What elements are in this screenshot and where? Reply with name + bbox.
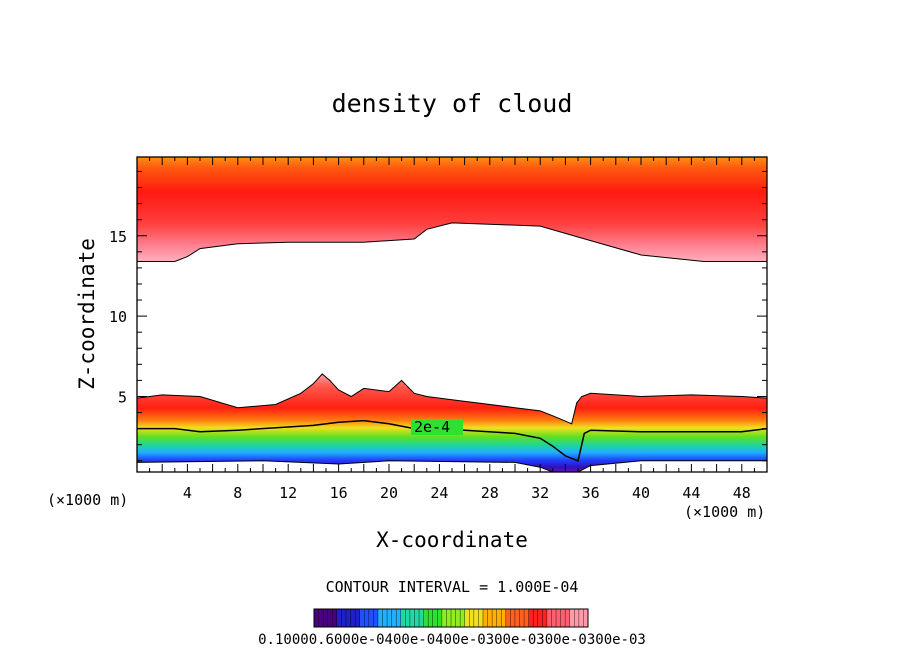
contour-line-2e-4 <box>137 419 767 462</box>
colorbar-swatch <box>391 609 397 627</box>
contour-label: 2e-4 <box>414 418 450 436</box>
contour-interval-text: CONTOUR INTERVAL = 1.000E-04 <box>326 578 579 596</box>
x-tick-label: 32 <box>531 484 549 502</box>
contour-label-bg <box>411 419 463 435</box>
colorbar-swatch <box>318 609 324 627</box>
colorbar-swatch <box>446 609 452 627</box>
y-axis-label: Z-coordinate <box>75 238 99 390</box>
x-axis-ticks: 4 8 12 16 20 24 28 32 36 40 44 48 <box>149 157 755 502</box>
colorbar-swatch <box>409 609 415 627</box>
y-tick-label: 15 <box>109 228 127 246</box>
colorbar-swatch <box>551 609 557 627</box>
colorbar-swatch <box>578 609 584 627</box>
colorbar-swatch <box>387 609 393 627</box>
x-unit-right: (×1000 m) <box>684 503 765 521</box>
x-tick-label: 28 <box>481 484 499 502</box>
colorbar-swatch <box>533 609 539 627</box>
y-tick-label: 10 <box>109 308 127 326</box>
colorbar-swatch <box>492 609 498 627</box>
lower-cloud-edge-contour <box>137 373 767 425</box>
colorbar-swatch <box>455 609 461 627</box>
colorbar-swatch <box>528 609 534 627</box>
x-tick-label: 40 <box>632 484 650 502</box>
colorbar-swatch <box>405 609 411 627</box>
colorbar-swatch <box>469 609 475 627</box>
colorbar-swatch <box>345 609 352 627</box>
x-tick-label: 4 <box>183 484 192 502</box>
colorbar-swatch <box>396 609 402 627</box>
colorbar-swatch <box>542 609 548 627</box>
x-axis-label: X-coordinate <box>376 528 528 552</box>
colorbar-swatch <box>355 609 361 627</box>
x-tick-label: 44 <box>682 484 700 502</box>
upper-cloud-layer <box>137 157 767 262</box>
x-tick-label: 12 <box>279 484 297 502</box>
colorbar-swatch <box>359 609 365 627</box>
colorbar-swatch <box>556 609 562 627</box>
colorbar-swatch <box>519 609 525 627</box>
colorbar-swatch <box>574 609 580 627</box>
colorbar-swatch <box>514 609 520 627</box>
colorbar-frame <box>313 608 589 628</box>
x-tick-label: 36 <box>582 484 600 502</box>
colorbar-swatch <box>478 609 484 627</box>
x-tick-label: 8 <box>233 484 242 502</box>
colorbar-swatch <box>341 609 347 627</box>
colorbar-swatch <box>437 609 443 627</box>
colorbar-swatch <box>332 609 338 627</box>
colorbar-swatch <box>505 609 511 627</box>
colorbar-swatch <box>524 609 530 627</box>
colorbar-swatch <box>423 609 429 627</box>
colorbar-swatch <box>460 609 466 627</box>
upper-cloud-edge-contour <box>137 222 767 262</box>
y-tick-label: 5 <box>118 388 127 406</box>
chart-title: density of cloud <box>332 89 573 118</box>
x-tick-label: 48 <box>733 484 751 502</box>
colorbar-swatch <box>451 609 457 627</box>
colorbar-swatch <box>510 609 516 627</box>
colorbar-swatch <box>419 609 425 627</box>
colorbar-swatch <box>546 609 552 627</box>
colorbar-swatch <box>323 609 329 627</box>
colorbar-swatch <box>482 609 489 627</box>
colorbar-swatch <box>350 609 356 627</box>
colorbar-swatch <box>537 609 543 627</box>
x-tick-label: 24 <box>430 484 448 502</box>
colorbar-swatch <box>373 609 379 627</box>
x-tick-label: 16 <box>330 484 348 502</box>
colorbar-swatch <box>414 609 420 627</box>
plot-area: 2e-4 <box>137 157 767 472</box>
colorbar-swatch <box>428 609 434 627</box>
colorbar-swatch <box>560 609 566 627</box>
colorbar-swatch <box>400 609 406 627</box>
colorbar-swatch <box>382 609 388 627</box>
colorbar-swatch <box>464 609 470 627</box>
colorbar-swatch <box>441 609 447 627</box>
colorbar-swatch <box>473 609 479 627</box>
colorbar-swatch <box>583 609 589 627</box>
colorbar-swatch <box>368 609 374 627</box>
colorbar <box>313 609 589 627</box>
colorbar-swatch <box>364 609 370 627</box>
colorbar-swatch <box>501 609 507 627</box>
colorbar-swatch <box>432 609 438 627</box>
colorbar-swatch <box>565 609 571 627</box>
colorbar-swatch <box>496 609 502 627</box>
colorbar-swatch <box>487 609 493 627</box>
colorbar-swatch <box>336 609 342 627</box>
colorbar-labels: 0.10000.6000e-0400e-0400e-0300e-0300e-03… <box>258 632 646 648</box>
y-axis-ticks: 5 10 15 <box>109 170 767 462</box>
colorbar-swatch <box>569 609 575 627</box>
colorbar-swatch <box>377 609 383 627</box>
x-tick-label: 20 <box>380 484 398 502</box>
x-unit-left: (×1000 m) <box>47 491 128 509</box>
colorbar-swatch <box>327 609 333 627</box>
colorbar-swatch <box>314 609 320 627</box>
